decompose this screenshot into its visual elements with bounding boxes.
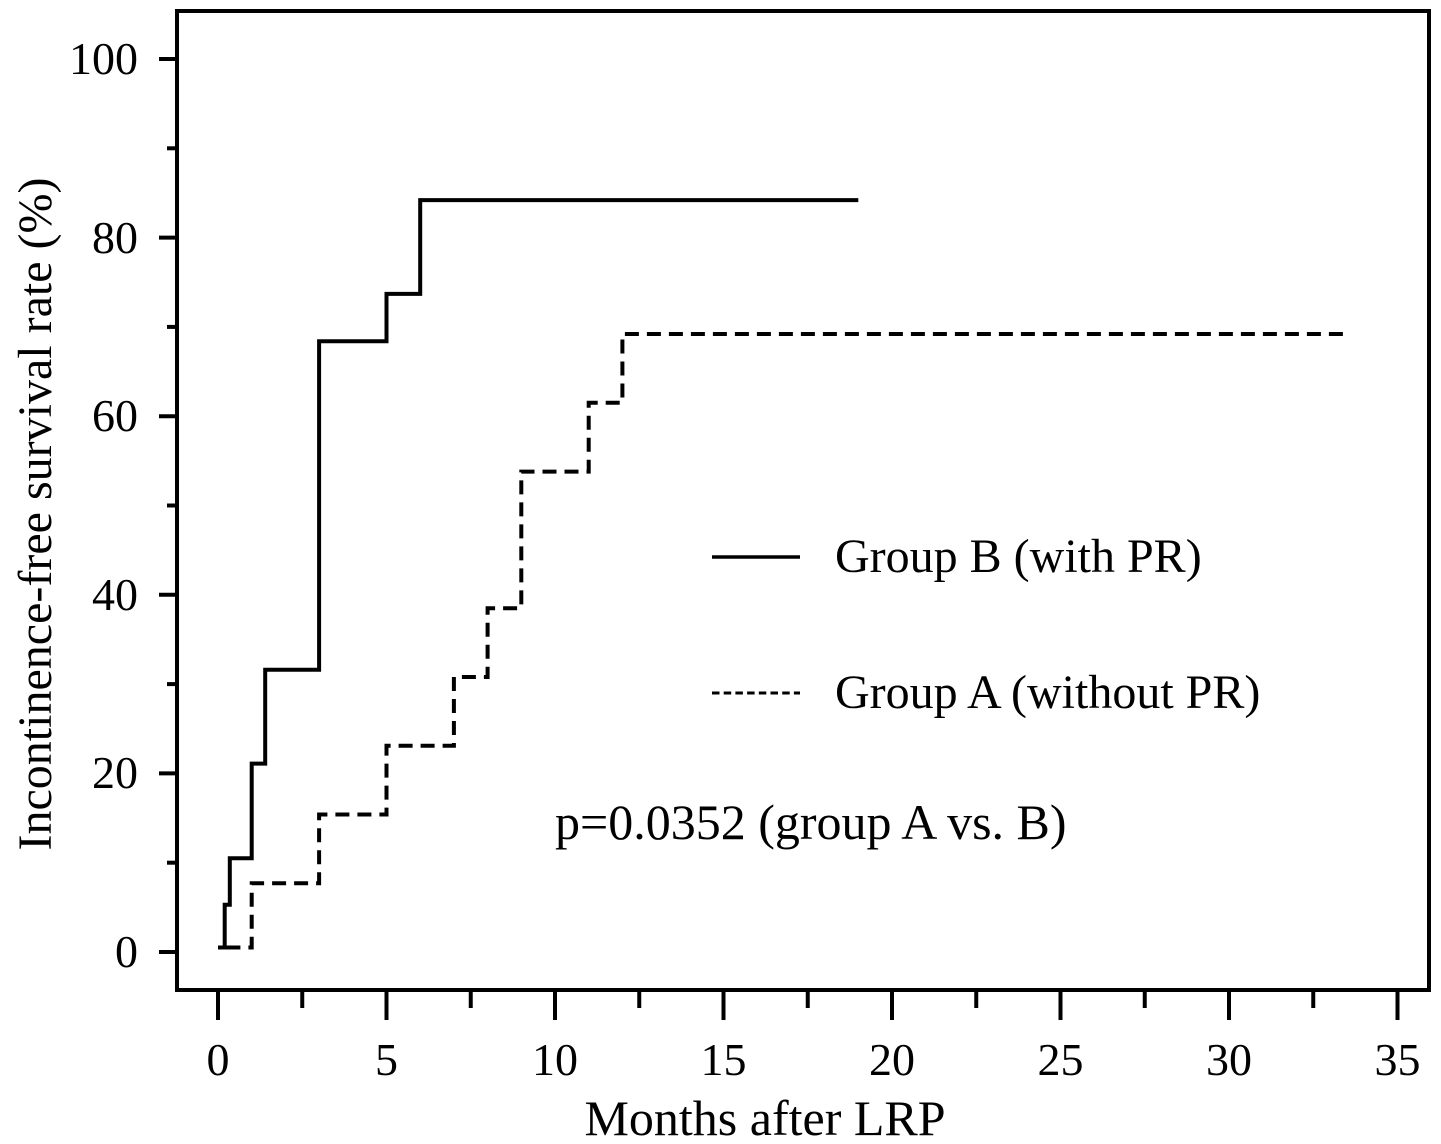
x-tick-label: 20 <box>869 1034 915 1085</box>
group-a-curve <box>226 332 1347 950</box>
legend-item-group-b: Group B (with PR) <box>712 533 1202 581</box>
x-axis-title: Months after LRP <box>584 1090 946 1144</box>
x-tick-label: 5 <box>375 1034 398 1085</box>
y-tick-label: 80 <box>92 211 138 263</box>
y-axis-title: Incontinence-free survival rate (%) <box>9 177 62 851</box>
group-b-curve <box>218 198 859 950</box>
legend-label-group-b: Group B (with PR) <box>835 530 1202 583</box>
x-tick-label: 0 <box>206 1034 230 1085</box>
x-tick-label: 35 <box>1374 1034 1421 1085</box>
y-tick-label: 20 <box>92 747 138 799</box>
legend-item-group-a: Group A (without PR) <box>712 669 1260 717</box>
x-tick-label: 25 <box>1037 1034 1084 1085</box>
y-tick-label: 40 <box>92 568 138 620</box>
p-value-annotation: p=0.0352 (group A vs. B) <box>555 794 1067 850</box>
y-tick-label: 60 <box>92 390 138 442</box>
solid-line-sample <box>712 555 800 559</box>
y-tick-label: 100 <box>69 33 138 84</box>
x-tick-label: 15 <box>700 1034 747 1085</box>
plot-frame <box>175 9 1431 992</box>
x-tick-label: 30 <box>1206 1034 1252 1085</box>
x-tick-label: 10 <box>532 1034 578 1085</box>
y-tick-label: 0 <box>115 926 138 977</box>
legend-label-group-a: Group A (without PR) <box>835 666 1261 719</box>
dashed-line-sample <box>712 691 800 695</box>
